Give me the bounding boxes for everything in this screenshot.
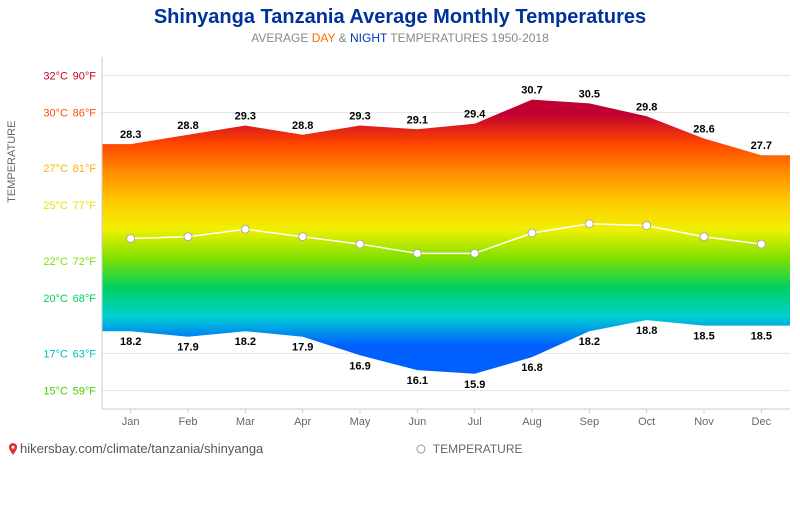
svg-text:90°F: 90°F xyxy=(73,71,97,83)
svg-text:18.5: 18.5 xyxy=(693,331,714,343)
svg-text:68°F: 68°F xyxy=(73,293,97,305)
y-axis-label: TEMPERATURE xyxy=(6,121,18,203)
svg-text:Dec: Dec xyxy=(752,416,772,428)
svg-text:20°C: 20°C xyxy=(43,293,68,305)
svg-text:28.8: 28.8 xyxy=(292,120,313,132)
svg-text:17.9: 17.9 xyxy=(177,342,198,354)
svg-text:29.4: 29.4 xyxy=(464,109,486,121)
svg-text:28.6: 28.6 xyxy=(693,124,714,136)
svg-text:28.3: 28.3 xyxy=(120,129,141,141)
svg-text:Jul: Jul xyxy=(468,416,482,428)
svg-text:Mar: Mar xyxy=(236,416,255,428)
svg-text:17°C: 17°C xyxy=(43,348,68,360)
svg-text:29.1: 29.1 xyxy=(407,114,428,126)
svg-text:15.9: 15.9 xyxy=(464,379,485,391)
temperature-chart: 15°C 59°F 17°C 63°F 20°C 68°F 22°C 72°F 25°C 77°F… xyxy=(40,49,800,439)
svg-text:15°C: 15°C xyxy=(43,385,68,397)
svg-text:72°F: 72°F xyxy=(73,256,97,268)
svg-text:Apr: Apr xyxy=(294,416,311,428)
footer: hikersbay.com/climate/tanzania/shinyanga… xyxy=(0,439,800,458)
svg-text:Jan: Jan xyxy=(122,416,140,428)
svg-text:27.7: 27.7 xyxy=(751,140,772,152)
svg-text:Feb: Feb xyxy=(179,416,198,428)
svg-text:Aug: Aug xyxy=(522,416,542,428)
svg-text:77°F: 77°F xyxy=(73,200,97,212)
svg-text:81°F: 81°F xyxy=(73,163,97,175)
chart-subtitle: AVERAGE DAY & NIGHT TEMPERATURES 1950-20… xyxy=(0,31,800,45)
legend-marker-icon xyxy=(415,443,427,455)
svg-text:27°C: 27°C xyxy=(43,163,68,175)
svg-text:Jun: Jun xyxy=(408,416,426,428)
svg-text:30°C: 30°C xyxy=(43,108,68,120)
location-pin-icon xyxy=(6,442,20,456)
svg-text:18.2: 18.2 xyxy=(235,336,256,348)
svg-text:May: May xyxy=(350,416,371,428)
svg-text:16.8: 16.8 xyxy=(521,362,542,374)
svg-text:Oct: Oct xyxy=(638,416,655,428)
svg-text:25°C: 25°C xyxy=(43,200,68,212)
svg-text:29.3: 29.3 xyxy=(235,111,256,123)
svg-text:Nov: Nov xyxy=(694,416,714,428)
svg-text:16.9: 16.9 xyxy=(349,360,370,372)
chart-area: TEMPERATURE 15°C59°F17°C63°F20°C68°F22°C… xyxy=(40,49,800,439)
svg-text:18.2: 18.2 xyxy=(579,336,600,348)
legend: TEMPERATURE xyxy=(263,442,674,456)
svg-text:Sep: Sep xyxy=(580,416,600,428)
chart-title: Shinyanga Tanzania Average Monthly Tempe… xyxy=(0,6,800,29)
svg-text:18.5: 18.5 xyxy=(751,331,772,343)
svg-text:22°C: 22°C xyxy=(43,256,68,268)
svg-text:63°F: 63°F xyxy=(73,348,97,360)
svg-text:29.8: 29.8 xyxy=(636,101,657,113)
svg-text:29.3: 29.3 xyxy=(349,111,370,123)
svg-text:30.5: 30.5 xyxy=(579,88,600,100)
svg-text:59°F: 59°F xyxy=(73,385,97,397)
svg-text:17.9: 17.9 xyxy=(292,342,313,354)
svg-text:30.7: 30.7 xyxy=(521,85,542,97)
svg-text:18.8: 18.8 xyxy=(636,325,657,337)
svg-text:32°C: 32°C xyxy=(43,71,68,83)
svg-text:86°F: 86°F xyxy=(73,108,97,120)
source-url: hikersbay.com/climate/tanzania/shinyanga xyxy=(20,441,263,456)
svg-text:28.8: 28.8 xyxy=(177,120,198,132)
svg-text:18.2: 18.2 xyxy=(120,336,141,348)
svg-text:16.1: 16.1 xyxy=(407,375,428,387)
